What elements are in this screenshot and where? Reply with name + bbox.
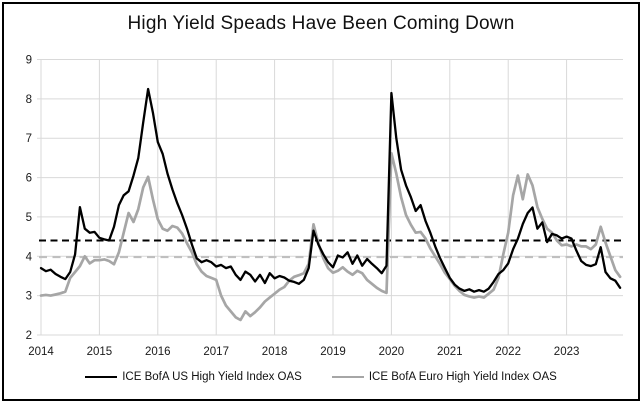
svg-text:4: 4 [26,251,33,263]
us-line-swatch [85,376,118,378]
svg-text:6: 6 [26,173,32,185]
svg-text:9: 9 [26,55,32,67]
chart-title: High Yield Speads Have Been Coming Down [127,13,515,34]
svg-text:2022: 2022 [495,346,521,358]
svg-text:2018: 2018 [262,346,288,358]
euro-line-swatch [331,376,364,378]
x-axis-tick-labels: 2014 2015 2016 2017 2018 2019 2020 2021 2022 2023 [28,346,579,358]
svg-text:3: 3 [26,291,32,303]
svg-text:2: 2 [26,330,32,342]
svg-text:2019: 2019 [320,346,346,358]
legend-label-us: ICE BofA US High Yield Index OAS [122,371,302,383]
svg-text:2017: 2017 [203,346,229,358]
legend-label-euro: ICE BofA Euro High Yield Index OAS [368,371,557,383]
svg-text:2016: 2016 [145,346,171,358]
legend: ICE BofA US High Yield Index OAS ICE Bof… [4,371,638,383]
horizontal-gridlines [37,59,623,336]
us-series-line [39,87,622,293]
line-chart: 9 8 7 6 5 4 3 2 2014 2015 2016 2017 2018 2019 2020 202… [26,55,623,358]
svg-text:2014: 2014 [28,346,54,358]
y-axis-tick-labels: 9 8 7 6 5 4 3 2 [26,55,33,342]
legend-item-us: ICE BofA US High Yield Index OAS [85,371,302,383]
svg-text:2021: 2021 [437,346,463,358]
vertical-gridlines [40,59,568,335]
svg-text:2023: 2023 [554,346,580,358]
euro-series-line [39,151,622,322]
svg-text:8: 8 [26,94,32,106]
svg-text:5: 5 [26,212,32,224]
svg-text:2020: 2020 [379,346,405,358]
svg-text:7: 7 [26,133,32,145]
legend-item-euro: ICE BofA Euro High Yield Index OAS [331,371,557,383]
svg-text:2015: 2015 [87,346,113,358]
